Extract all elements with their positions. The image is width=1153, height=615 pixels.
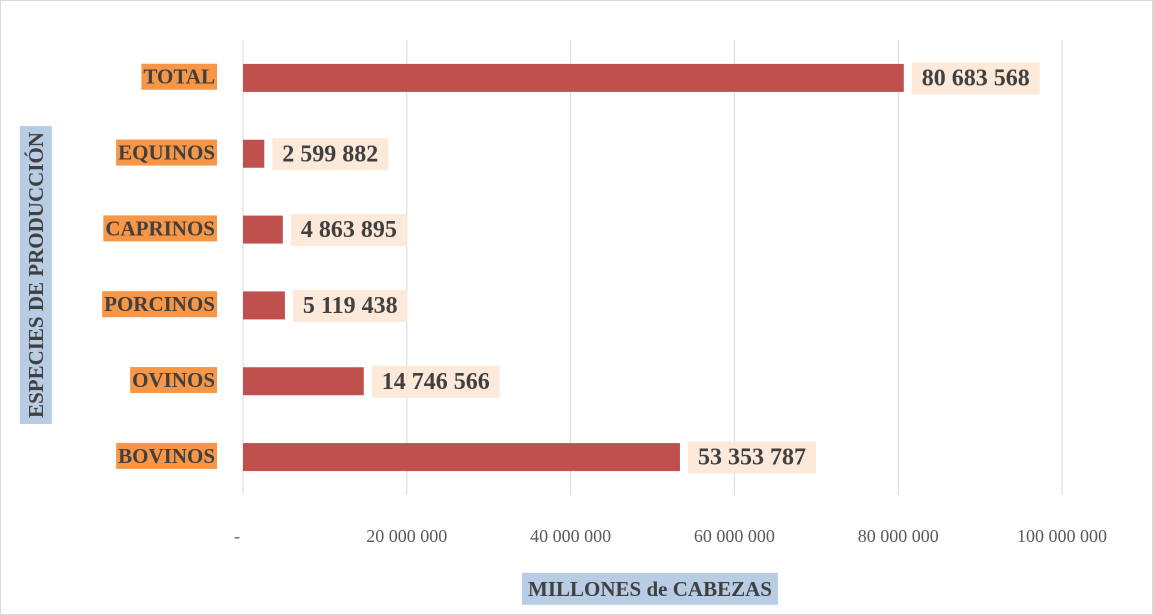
- x-axis-title-background: [522, 572, 778, 605]
- x-axis-title: MILLONES de CABEZAS: [528, 577, 772, 601]
- x-tick-label: 60 000 000: [694, 526, 775, 546]
- data-label: 4 863 895: [301, 217, 397, 243]
- data-label-background: [371, 365, 500, 398]
- y-axis-title: ESPECIES DE PRODUCCIÓN: [24, 132, 48, 418]
- x-tick-label: -: [234, 526, 240, 546]
- data-label: 14 746 566: [382, 369, 490, 395]
- y-axis-title-group: ESPECIES DE PRODUCCIÓN: [19, 126, 52, 424]
- bar: [243, 215, 283, 244]
- data-label: 5 119 438: [303, 293, 398, 319]
- y-axis-title-background: [19, 126, 52, 424]
- data-label-background: [292, 289, 408, 322]
- data-label-background: [272, 138, 389, 171]
- y-tick-label-background: [116, 139, 217, 166]
- data-label-background: [290, 214, 407, 247]
- y-tick-label: EQUINOS: [118, 141, 215, 165]
- x-tick-label: 20 000 000: [366, 526, 447, 546]
- y-tick-label: PORCINOS: [104, 292, 215, 316]
- bar: [243, 367, 364, 396]
- y-tick-label-background: [130, 367, 217, 394]
- y-tick-label: BOVINOS: [118, 444, 215, 468]
- bar: [243, 63, 904, 92]
- data-label: 80 683 568: [922, 65, 1030, 91]
- y-tick-label: TOTAL: [143, 65, 215, 89]
- data-label: 53 353 787: [698, 445, 806, 471]
- y-tick-label-background: [141, 63, 217, 90]
- y-tick-label: CAPRINOS: [105, 216, 215, 240]
- x-tick-label: 40 000 000: [530, 526, 611, 546]
- bar: [243, 443, 680, 472]
- data-label-background: [911, 62, 1040, 95]
- y-tick-label-background: [102, 291, 217, 318]
- data-label: 2 599 882: [282, 141, 378, 167]
- bar: [243, 291, 285, 320]
- x-tick-label: 100 000 000: [1017, 526, 1107, 546]
- y-tick-label: OVINOS: [132, 368, 215, 392]
- y-tick-label-background: [116, 442, 217, 469]
- bar: [243, 139, 265, 168]
- x-tick-label: 80 000 000: [858, 526, 939, 546]
- y-tick-label-background: [103, 215, 217, 242]
- data-label-background: [687, 441, 816, 474]
